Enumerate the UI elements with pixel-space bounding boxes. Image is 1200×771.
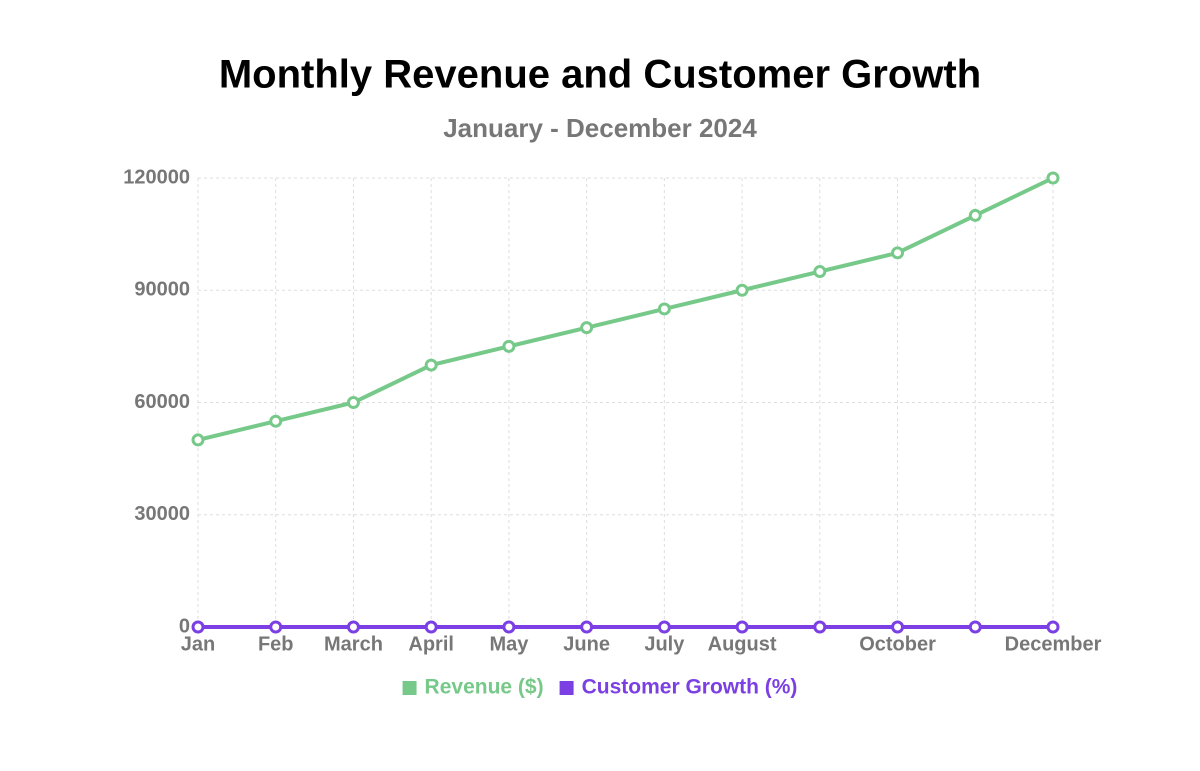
x-tick-label: March	[324, 633, 383, 655]
x-tick-label: Jan	[181, 633, 215, 655]
data-point	[968, 620, 982, 634]
data-point	[891, 620, 905, 634]
data-point	[191, 433, 205, 447]
x-tick-label: August	[708, 633, 777, 655]
data-point	[424, 358, 438, 372]
data-point	[813, 620, 827, 634]
legend-swatch	[559, 681, 574, 695]
data-point	[813, 265, 827, 279]
data-point	[346, 396, 360, 409]
data-point	[968, 208, 982, 222]
y-tick-label: 120000	[123, 166, 190, 188]
x-tick-label: October	[859, 633, 936, 655]
data-point	[502, 620, 516, 634]
data-point	[891, 246, 905, 260]
legend-label: Customer Growth (%)	[582, 676, 798, 699]
y-tick-label: 0	[179, 615, 190, 637]
series-line	[197, 176, 1054, 442]
legend-label: Revenue ($)	[425, 676, 544, 699]
data-point	[346, 620, 360, 634]
chart-subtitle: January - December 2024	[443, 113, 757, 143]
data-point	[657, 620, 671, 634]
data-point	[502, 339, 516, 353]
x-tick-label: July	[644, 633, 685, 655]
chart-title: Monthly Revenue and Customer Growth	[219, 53, 981, 97]
x-tick-label: April	[408, 633, 454, 655]
legend-swatch	[402, 681, 417, 695]
x-tick-label: Feb	[258, 633, 294, 655]
x-tick-label: June	[563, 633, 610, 655]
x-tick-label: May	[489, 633, 529, 655]
y-tick-label: 60000	[134, 391, 190, 413]
y-tick-label: 90000	[134, 279, 190, 301]
data-point	[269, 620, 283, 634]
data-point	[191, 620, 205, 634]
data-point	[1046, 171, 1060, 185]
data-point	[424, 620, 438, 634]
data-point	[580, 620, 594, 634]
data-point	[657, 302, 671, 316]
data-point	[735, 620, 749, 634]
data-point	[580, 321, 594, 335]
y-tick-label: 30000	[134, 503, 190, 525]
data-point	[1046, 620, 1060, 634]
data-point	[735, 283, 749, 297]
data-point	[269, 414, 283, 428]
x-tick-label: December	[1005, 633, 1102, 655]
